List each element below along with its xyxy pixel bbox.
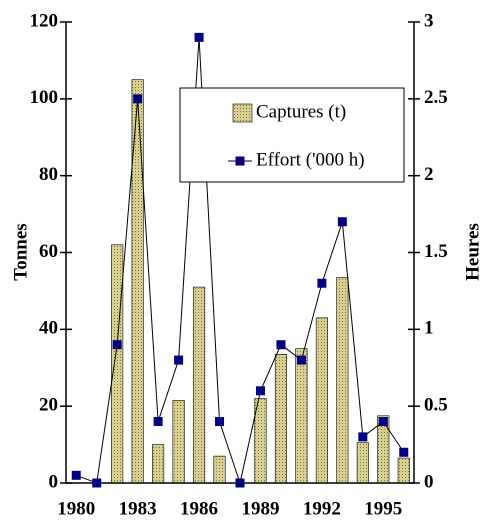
x-tick-label: 1980 (57, 498, 95, 519)
y-axis-title: Tonnes (10, 223, 31, 280)
bar (111, 244, 124, 484)
bar (397, 457, 410, 484)
y2-tick-label: 0.5 (424, 395, 448, 416)
bar (172, 400, 185, 484)
effort-marker (215, 417, 225, 427)
x-tick-label: 1983 (119, 498, 157, 519)
x-tick-label: 1992 (303, 498, 341, 519)
effort-marker (255, 386, 265, 396)
y-tick-label: 40 (39, 318, 58, 339)
y2-axis-title: Heures (462, 223, 483, 281)
effort-marker (378, 417, 388, 427)
bar (315, 317, 328, 484)
effort-marker (71, 470, 81, 480)
y-tick-label: 60 (39, 241, 58, 262)
y2-tick-label: 2.5 (424, 87, 448, 108)
effort-marker (317, 278, 327, 288)
y-tick-label: 120 (30, 10, 59, 31)
y2-tick-label: 1.5 (424, 241, 448, 262)
y-tick-label: 20 (39, 395, 58, 416)
y2-tick-label: 1 (424, 318, 434, 339)
effort-marker (194, 32, 204, 42)
bar (336, 277, 349, 484)
x-tick-label: 1989 (241, 498, 279, 519)
y2-tick-label: 0 (424, 471, 434, 492)
legend-label: Captures (t) (256, 101, 346, 122)
y-tick-label: 80 (39, 164, 58, 185)
x-tick-label: 1995 (364, 498, 402, 519)
bar (295, 348, 308, 484)
bar (131, 79, 144, 484)
effort-marker (399, 447, 409, 457)
effort-marker (153, 417, 163, 427)
bar (193, 286, 206, 484)
effort-marker (133, 94, 143, 104)
y2-tick-label: 2 (424, 164, 434, 185)
y2-tick-label: 3 (424, 10, 434, 31)
effort-marker (337, 217, 347, 227)
effort-marker (235, 478, 245, 488)
bar (356, 442, 369, 484)
bar (213, 455, 226, 484)
bar (274, 354, 287, 484)
legend-swatch (232, 103, 253, 123)
y-tick-label: 0 (49, 471, 59, 492)
x-tick-label: 1986 (180, 498, 218, 519)
effort-marker (112, 340, 122, 350)
legend-box (179, 87, 405, 183)
effort-marker (276, 340, 286, 350)
effort-marker (174, 355, 184, 365)
legend-label: Effort ('000 h) (256, 149, 365, 170)
bar (152, 444, 165, 484)
y-tick-label: 100 (30, 87, 59, 108)
effort-marker (92, 478, 102, 488)
effort-marker (358, 432, 368, 442)
effort-marker (296, 355, 306, 365)
legend-marker (235, 156, 245, 166)
